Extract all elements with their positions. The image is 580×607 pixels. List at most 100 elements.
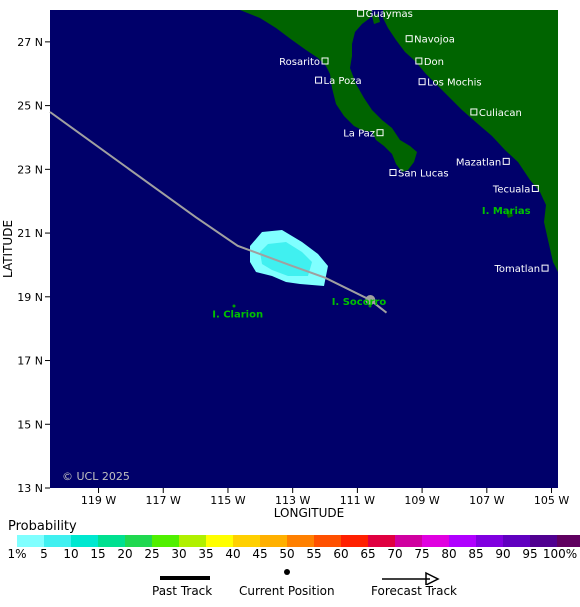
colorbar-swatch: [503, 535, 530, 547]
colorbar-swatch: [233, 535, 260, 547]
colorbar-label: 15: [90, 547, 106, 561]
colorbar-label: 40: [225, 547, 241, 561]
tiburon-island: [372, 14, 380, 24]
lat-tick-label: 25 N: [17, 100, 43, 113]
colorbar-label: 100%: [542, 547, 578, 561]
colorbar-label: 95: [522, 547, 538, 561]
legend-title: Probability: [8, 519, 77, 534]
lon-tick-label: 111 W: [340, 494, 375, 507]
colorbar-swatch: [449, 535, 476, 547]
city-label: Tecuala: [492, 184, 530, 195]
colorbar-label: 55: [306, 547, 322, 561]
lon-tick-label: 119 W: [81, 494, 116, 507]
city-label: Tomatlan: [493, 264, 540, 275]
island-label: I. Socorro: [332, 297, 387, 308]
colorbar-swatch: [368, 535, 395, 547]
city-marker: [315, 76, 323, 84]
lat-tick-label: 19 N: [17, 291, 43, 304]
city-label: La Poza: [324, 76, 362, 87]
city-marker: [321, 57, 329, 65]
colorbar-swatch: [530, 535, 557, 547]
lon-tick-label: 109 W: [404, 494, 439, 507]
lat-tick-label: 27 N: [17, 36, 43, 49]
city-label: Los Mochis: [427, 78, 481, 89]
probability-colorbar: [17, 535, 580, 547]
copyright-text: © UCL 2025: [62, 470, 130, 483]
track-legend-symbols: [160, 569, 440, 585]
clarion-island-dot: [232, 304, 236, 308]
city-labels: Guaymas Navojoa Rosarito Don La Poza Los Moch…: [279, 9, 549, 275]
colorbar-label: 20: [117, 547, 133, 561]
colorbar-swatch: [71, 535, 98, 547]
city-marker: [418, 78, 426, 86]
city-marker: [541, 264, 549, 272]
lat-tick-label: 21 N: [17, 227, 43, 240]
colorbar-swatch: [44, 535, 71, 547]
city-label: Guaymas: [366, 9, 413, 20]
lat-tick-label: 23 N: [17, 163, 43, 176]
colorbar-swatch: [206, 535, 233, 547]
colorbar-label: 75: [414, 547, 430, 561]
colorbar-label: 50: [279, 547, 295, 561]
colorbar-label: 30: [171, 547, 187, 561]
colorbar-label: 35: [198, 547, 214, 561]
current-position-label: Current Position: [239, 584, 335, 598]
colorbar-label: 65: [360, 547, 376, 561]
city-label: Don: [424, 57, 444, 68]
colorbar-label: 1%: [7, 547, 27, 561]
colorbar-swatch: [98, 535, 125, 547]
city-marker: [502, 157, 510, 165]
lon-tick-label: 105 W: [534, 494, 569, 507]
city-label: San Lucas: [398, 169, 449, 180]
city-label: La Paz: [343, 129, 375, 140]
city-marker: [405, 35, 413, 43]
island-labels: I. Marias I. Clarion I. Socorro: [212, 206, 530, 321]
lat-tick-label: 13 N: [17, 482, 43, 495]
colorbar-swatch: [260, 535, 287, 547]
forecast-track-label: Forecast Track: [371, 584, 457, 598]
axes: 27 N 25 N 23 N 21 N 19 N 17 N 15 N 13 N 119 W 117…: [17, 36, 569, 507]
lon-tick-label: 117 W: [146, 494, 181, 507]
lat-tick-label: 15 N: [17, 418, 43, 431]
colorbar-label: 60: [333, 547, 349, 561]
city-marker: [376, 129, 384, 137]
socorro-island-dot: [368, 304, 372, 308]
city-label: Rosarito: [279, 57, 320, 68]
marias-islands: [506, 210, 513, 218]
lon-tick-label: 113 W: [275, 494, 310, 507]
colorbar-swatch: [314, 535, 341, 547]
city-label: Mazatlan: [456, 157, 501, 168]
island-label: I. Marias: [482, 206, 531, 217]
colorbar-swatch: [17, 535, 44, 547]
colorbar-swatch: [422, 535, 449, 547]
city-marker: [415, 57, 423, 65]
city-marker: [389, 169, 397, 177]
colorbar-swatch: [476, 535, 503, 547]
colorbar-swatch: [395, 535, 422, 547]
colorbar-swatch: [179, 535, 206, 547]
probability-map: Guaymas Navojoa Rosarito Don La Poza Los Moch…: [1, 9, 569, 520]
colorbar-label: 85: [468, 547, 484, 561]
city-label: Culiacan: [479, 108, 522, 119]
forecast-arrow-icon: [425, 571, 440, 585]
colorbar-label: 25: [144, 547, 160, 561]
colorbar-swatch: [152, 535, 179, 547]
island-label: I. Clarion: [212, 310, 263, 321]
current-position-marker: [365, 294, 376, 305]
city-marker: [531, 184, 539, 192]
colorbar-label: 45: [252, 547, 268, 561]
colorbar-label: 5: [40, 547, 48, 561]
past-track-label: Past Track: [152, 584, 213, 598]
x-axis-title: LONGITUDE: [274, 506, 344, 520]
y-axis-title: LATITUDE: [1, 220, 15, 278]
city-marker: [470, 108, 478, 116]
city-marker: [357, 9, 365, 17]
colorbar-labels: 1% 5 10 15 20 25 30 35 40 45 50 55 60 65 70 75 80 85 90 95 1…: [0, 547, 580, 563]
current-position-symbol: [284, 569, 290, 575]
colorbar-label: 70: [387, 547, 403, 561]
colorbar-swatch: [287, 535, 314, 547]
lon-tick-label: 107 W: [469, 494, 504, 507]
colorbar-swatch: [557, 535, 580, 547]
colorbar-label: 80: [441, 547, 457, 561]
city-label: Navojoa: [414, 35, 455, 46]
